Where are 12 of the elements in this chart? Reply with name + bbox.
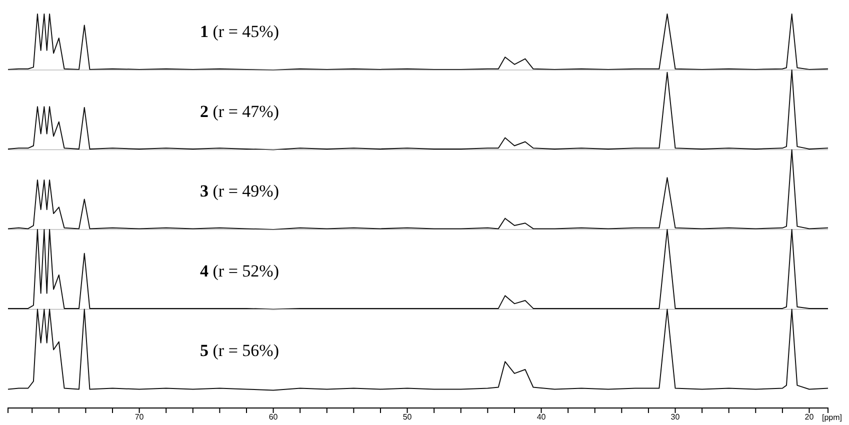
- text: 1 (r = 45%): [200, 22, 279, 41]
- x-tick-label: 20: [804, 412, 814, 422]
- x-tick-label: 30: [670, 412, 680, 422]
- x-tick-label: 60: [268, 412, 278, 422]
- text: 2 (r = 47%): [200, 102, 279, 121]
- text: 4 (r = 52%): [200, 261, 279, 280]
- text: 3 (r = 49%): [200, 182, 279, 200]
- text: 5 (r = 56%): [200, 341, 279, 360]
- x-axis-title: [ppm]: [822, 413, 842, 422]
- x-tick-label: 50: [402, 412, 412, 422]
- x-tick-label: 40: [536, 412, 546, 422]
- x-tick-label: 70: [134, 412, 144, 422]
